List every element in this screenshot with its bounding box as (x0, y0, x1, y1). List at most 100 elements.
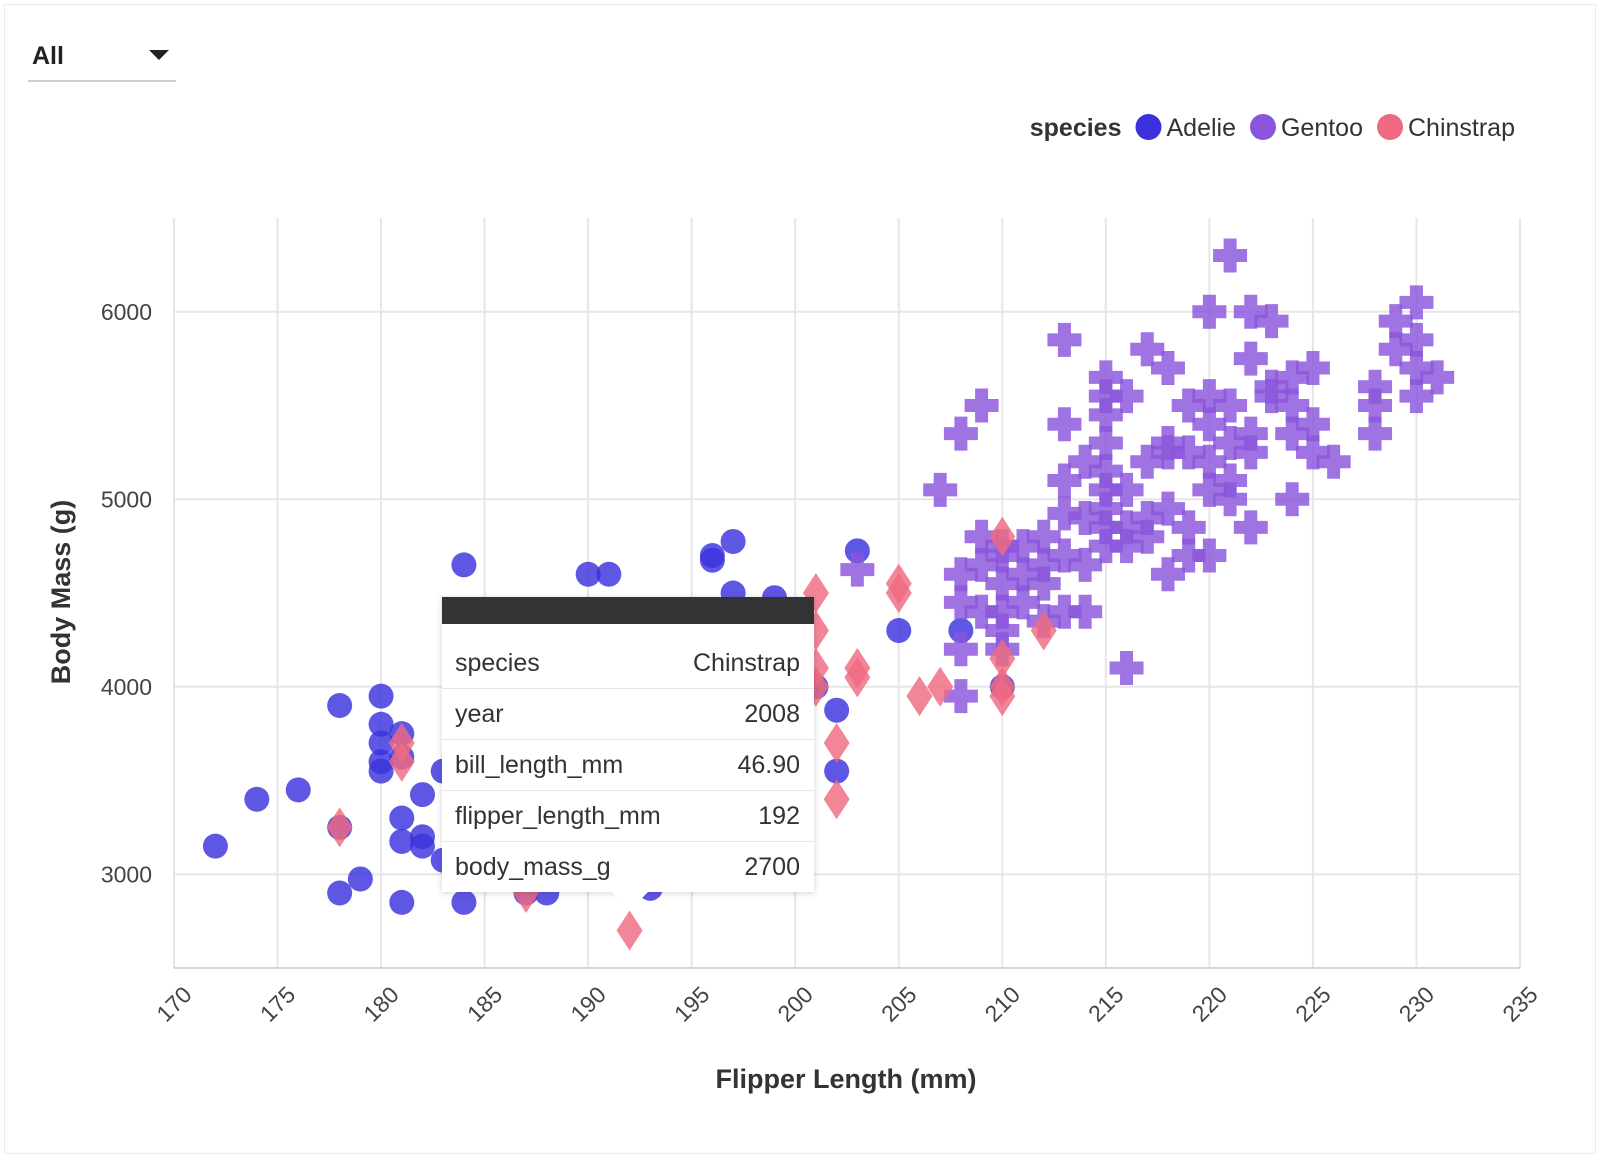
data-point[interactable] (327, 880, 353, 906)
data-point[interactable] (1088, 360, 1123, 395)
data-point[interactable] (1358, 369, 1393, 404)
data-point[interactable] (1047, 496, 1082, 531)
data-point[interactable] (1026, 519, 1061, 554)
data-point[interactable] (1171, 388, 1206, 423)
data-point[interactable] (1295, 351, 1330, 385)
data-point[interactable] (244, 786, 270, 812)
data-point[interactable] (989, 676, 1016, 717)
data-point[interactable] (368, 683, 394, 709)
data-point[interactable] (1233, 341, 1268, 376)
data-point[interactable] (1378, 304, 1413, 339)
data-point[interactable] (1295, 407, 1330, 442)
data-point[interactable] (943, 585, 978, 620)
data-point[interactable] (1109, 472, 1144, 507)
data-point[interactable] (885, 573, 912, 613)
data-point[interactable] (1275, 360, 1310, 395)
data-point[interactable] (1358, 416, 1393, 451)
data-point[interactable] (389, 805, 415, 831)
data-point[interactable] (1213, 463, 1248, 498)
data-point[interactable] (327, 693, 353, 718)
data-point[interactable] (1109, 510, 1144, 545)
data-point[interactable] (1275, 388, 1310, 423)
data-point[interactable] (451, 552, 477, 578)
data-point[interactable] (1171, 510, 1206, 545)
data-point[interactable] (1233, 294, 1268, 329)
data-point[interactable] (1068, 501, 1103, 535)
data-point[interactable] (1109, 651, 1144, 685)
data-point[interactable] (1295, 435, 1330, 470)
data-point[interactable] (943, 557, 978, 592)
data-point[interactable] (1088, 379, 1123, 414)
data-point[interactable] (1358, 388, 1393, 423)
data-point[interactable] (451, 889, 477, 915)
data-point[interactable] (1399, 322, 1434, 357)
data-point[interactable] (964, 519, 999, 554)
data-point[interactable] (1047, 322, 1082, 357)
data-point[interactable] (989, 516, 1016, 557)
data-point[interactable] (824, 758, 850, 784)
data-point[interactable] (1150, 351, 1185, 385)
data-point[interactable] (1068, 547, 1103, 582)
data-point[interactable] (1150, 491, 1185, 526)
data-point[interactable] (906, 676, 933, 717)
data-point[interactable] (923, 472, 958, 507)
data-point[interactable] (1047, 463, 1082, 498)
data-point[interactable] (943, 632, 978, 667)
data-point[interactable] (1088, 397, 1123, 432)
data-point[interactable] (1213, 482, 1248, 517)
data-point[interactable] (1150, 557, 1185, 592)
data-point[interactable] (368, 711, 394, 737)
data-point[interactable] (824, 697, 850, 723)
data-point[interactable] (1130, 519, 1165, 554)
legend-label-gentoo[interactable]: Gentoo (1281, 114, 1363, 142)
data-point[interactable] (368, 730, 394, 756)
data-point[interactable] (985, 566, 1020, 601)
data-point[interactable] (927, 666, 954, 707)
data-point[interactable] (1006, 557, 1041, 592)
species-filter-dropdown[interactable]: All (28, 36, 176, 82)
data-point[interactable] (1006, 529, 1041, 564)
data-point[interactable] (720, 528, 746, 554)
data-point[interactable] (943, 679, 978, 714)
data-point[interactable] (989, 638, 1016, 679)
data-point[interactable] (1026, 547, 1061, 582)
data-point[interactable] (347, 866, 373, 892)
data-point[interactable] (1192, 538, 1227, 573)
data-point[interactable] (964, 547, 999, 582)
legend-label-chinstrap[interactable]: Chinstrap (1408, 114, 1515, 142)
data-point[interactable] (1233, 435, 1268, 470)
data-point[interactable] (1047, 538, 1082, 573)
data-point[interactable] (1030, 610, 1057, 651)
data-point[interactable] (596, 561, 622, 587)
data-point[interactable] (1192, 294, 1227, 329)
data-point[interactable] (1233, 416, 1268, 451)
data-point[interactable] (1068, 444, 1103, 479)
data-point[interactable] (202, 833, 228, 859)
data-point[interactable] (1150, 435, 1185, 470)
data-point[interactable] (1171, 538, 1206, 573)
data-point[interactable] (1192, 472, 1227, 507)
data-point[interactable] (886, 618, 912, 643)
data-point[interactable] (388, 741, 415, 782)
data-point[interactable] (1254, 379, 1289, 414)
data-point[interactable] (1047, 594, 1082, 629)
data-point[interactable] (368, 758, 394, 784)
data-point[interactable] (409, 833, 435, 859)
data-point[interactable] (1192, 407, 1227, 442)
data-point[interactable] (1399, 285, 1434, 320)
data-point[interactable] (1420, 360, 1455, 395)
data-point[interactable] (1275, 416, 1310, 451)
data-point[interactable] (1047, 407, 1082, 442)
data-point[interactable] (1171, 435, 1206, 470)
data-point[interactable] (1192, 379, 1227, 414)
data-point[interactable] (1130, 444, 1165, 479)
data-point[interactable] (1026, 566, 1061, 601)
data-point[interactable] (1088, 510, 1123, 545)
data-point[interactable] (964, 388, 999, 423)
data-point[interactable] (616, 910, 643, 951)
data-point[interactable] (1130, 501, 1165, 535)
data-point[interactable] (1254, 304, 1289, 339)
data-point[interactable] (409, 782, 435, 808)
data-point[interactable] (943, 416, 978, 451)
data-point[interactable] (1233, 510, 1268, 545)
